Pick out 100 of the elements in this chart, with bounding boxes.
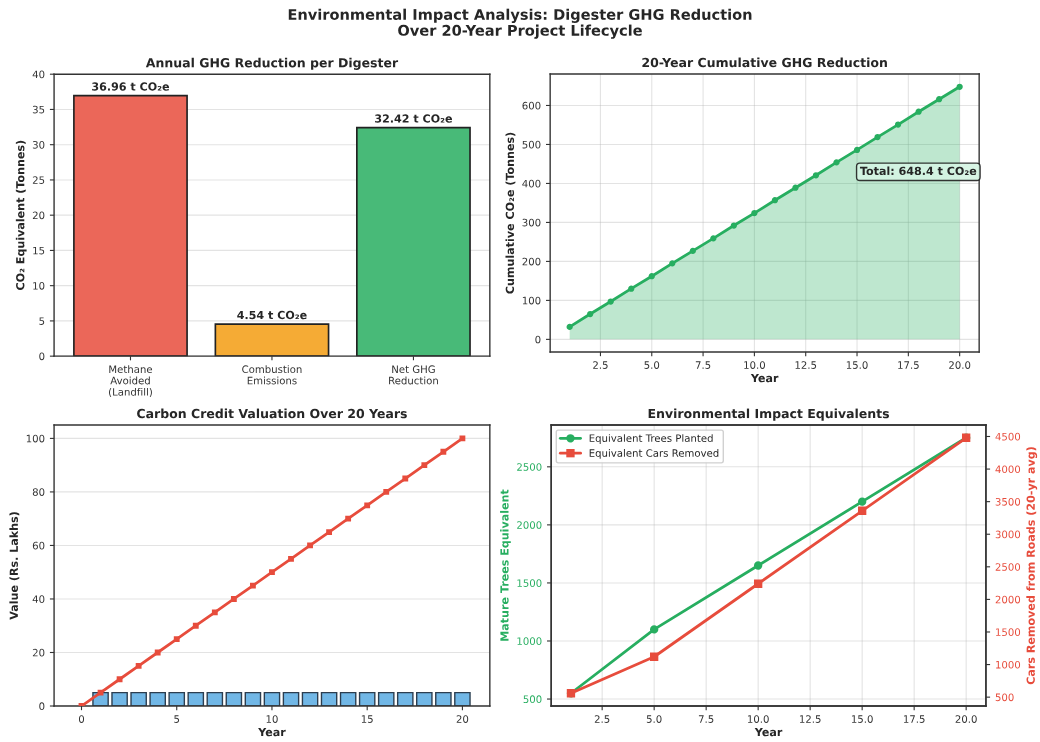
y2-tick-label: 500 xyxy=(995,693,1014,702)
y2-tick-label: 3500 xyxy=(995,497,1021,506)
y-tick-label: 30 xyxy=(32,141,45,149)
point xyxy=(230,596,237,602)
x-tick-label: 20.0 xyxy=(955,715,977,723)
point xyxy=(607,298,614,305)
point xyxy=(269,569,275,576)
y-tick-label: 20 xyxy=(32,648,45,657)
point xyxy=(116,676,123,683)
bar xyxy=(214,323,330,357)
point xyxy=(857,506,867,515)
chart-title: Environmental Impact Equivalents xyxy=(648,408,890,421)
y-tick-label: 500 xyxy=(522,140,541,149)
point xyxy=(751,209,758,217)
data-label: 36.96 t CO₂e xyxy=(92,82,170,91)
x-tick-label: 7.5 xyxy=(698,715,714,723)
point xyxy=(833,159,840,166)
x-tick-label: 5 xyxy=(174,715,180,723)
point xyxy=(874,133,881,141)
x-tick-label: 17.5 xyxy=(898,361,919,369)
point xyxy=(649,652,659,661)
legend-label: Equivalent Cars Removed xyxy=(589,449,719,459)
point xyxy=(135,662,142,669)
point xyxy=(956,83,963,90)
y-tick-label: 300 xyxy=(522,218,541,227)
point xyxy=(345,515,352,522)
x-tick-label: Methane Avoided (Landfill) xyxy=(109,365,153,397)
y-tick-label: 600 xyxy=(522,101,541,110)
y2-tick-label: 2500 xyxy=(995,563,1021,571)
x-axis-title: Year xyxy=(754,727,783,737)
x-tick-label: 10.0 xyxy=(744,361,766,369)
y-tick-label: 2000 xyxy=(517,521,542,529)
y2-tick-label: 4500 xyxy=(995,432,1021,441)
point xyxy=(710,235,717,242)
y-tick-label: 0 xyxy=(39,352,45,361)
y-tick-label: 0 xyxy=(535,335,541,344)
point xyxy=(669,260,676,267)
point xyxy=(730,222,737,229)
y-tick-label: 100 xyxy=(26,434,45,443)
chart-title: Annual GHG Reduction per Digester xyxy=(145,57,399,70)
y2-tick-label: 3000 xyxy=(995,530,1021,539)
point xyxy=(440,448,447,455)
point xyxy=(753,561,763,570)
x-tick-label: 10 xyxy=(266,715,278,723)
y2-tick-label: 1500 xyxy=(996,628,1021,636)
y-tick-label: 80 xyxy=(32,488,45,496)
x-tick-label: 12.5 xyxy=(795,361,817,369)
point xyxy=(459,435,466,442)
point xyxy=(587,310,594,318)
data-label: 4.54 t CO₂e xyxy=(237,310,307,320)
y2-tick-label: 1000 xyxy=(996,660,1021,669)
point xyxy=(936,96,943,103)
y-tick-label: 40 xyxy=(32,595,45,603)
point xyxy=(628,285,635,292)
chart-title: 20-Year Cumulative GHG Reduction xyxy=(642,57,887,68)
y-tick-label: 25 xyxy=(32,176,45,184)
point xyxy=(421,462,428,469)
y-tick-label: 1000 xyxy=(517,637,542,645)
point xyxy=(812,172,820,179)
point xyxy=(649,625,659,634)
annotation: Total: 648.4 t CO₂e xyxy=(859,166,977,176)
y-axis-title: Mature Trees Equivalent xyxy=(500,489,511,641)
y2-tick-label: 2000 xyxy=(995,595,1021,604)
x-tick-label: 10.0 xyxy=(747,715,769,723)
x-tick-label: 15.0 xyxy=(846,361,868,369)
point xyxy=(648,273,655,280)
legend-label: Equivalent Trees Planted xyxy=(589,434,713,444)
x-tick-label: 7.5 xyxy=(695,361,711,369)
y-tick-label: 60 xyxy=(32,541,45,550)
y-tick-label: 1500 xyxy=(517,579,542,587)
point xyxy=(753,579,763,588)
bar xyxy=(356,126,471,357)
point xyxy=(383,489,390,495)
x-tick-label: Net GHG Reduction xyxy=(389,365,438,385)
y-tick-label: 400 xyxy=(522,179,541,188)
point xyxy=(288,555,294,562)
y-axis-title: CO₂ Equivalent (Tonnes) xyxy=(15,140,27,290)
point xyxy=(857,497,867,506)
point xyxy=(326,529,333,535)
y-axis-title: Value (Rs. Lakhs) xyxy=(9,512,20,620)
x-tick-label: 0 xyxy=(78,715,85,723)
point xyxy=(894,121,902,128)
y-tick-label: 0 xyxy=(39,702,45,711)
y-tick-label: 200 xyxy=(522,257,541,266)
x-tick-label: 2.5 xyxy=(594,715,610,723)
x-tick-label: 2.5 xyxy=(593,361,608,369)
point xyxy=(915,108,922,115)
x-tick-label: 5.0 xyxy=(646,715,662,723)
point xyxy=(853,146,861,154)
point xyxy=(173,636,180,643)
x-axis-title: Year xyxy=(258,727,286,737)
y-tick-label: 100 xyxy=(522,296,541,305)
chart-title: Carbon Credit Valuation Over 20 Years xyxy=(137,408,407,419)
text: Environmental Impact Analysis: Digester GHG Reduction Over 20-Year Project Lifecycle xyxy=(288,8,752,39)
point xyxy=(771,197,779,204)
point xyxy=(250,582,256,589)
point xyxy=(566,323,573,331)
y-tick-label: 15 xyxy=(33,246,45,255)
bar xyxy=(73,94,188,357)
x-tick-label: 20.0 xyxy=(949,361,971,369)
